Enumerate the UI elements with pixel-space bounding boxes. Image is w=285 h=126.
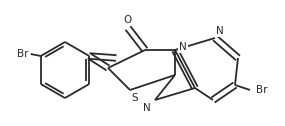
Text: Br: Br bbox=[17, 49, 28, 59]
Text: N: N bbox=[216, 26, 224, 36]
Text: N: N bbox=[179, 42, 187, 52]
Text: S: S bbox=[132, 93, 138, 103]
Text: N: N bbox=[143, 103, 151, 113]
Text: Br: Br bbox=[256, 85, 268, 95]
Text: O: O bbox=[124, 15, 132, 25]
